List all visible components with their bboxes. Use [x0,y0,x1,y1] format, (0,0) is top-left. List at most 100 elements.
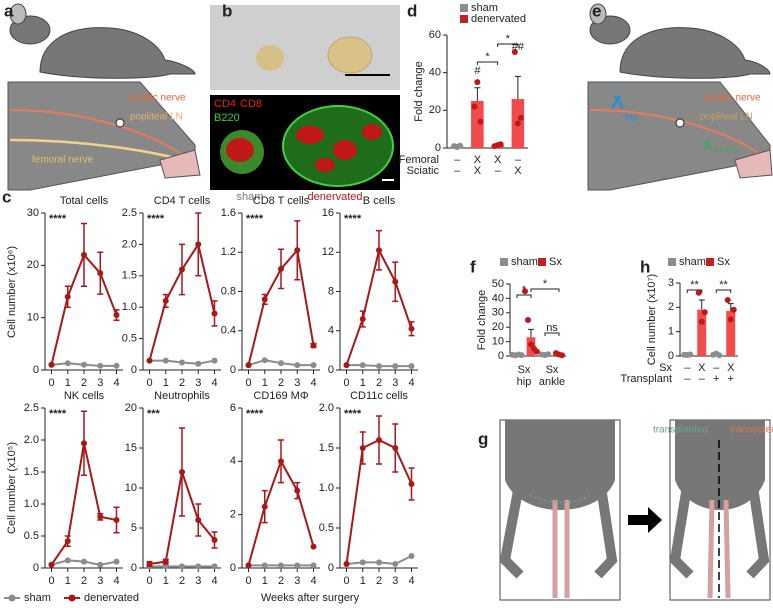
data-point [261,296,268,303]
significance: **** [344,408,362,420]
data-point [359,445,366,451]
significance-bracket [686,289,703,293]
y-tick-label: 0 [131,562,137,574]
significance: * [543,278,548,290]
y-tick-label: 8 [328,285,334,297]
y-tick-label: 20 [492,321,504,333]
x-tick-label: 0 [146,575,152,587]
data-point [310,543,317,550]
chart-title: Total cells [60,195,109,207]
y-tick-label: 40 [429,67,441,79]
data-point [211,310,218,317]
data-point [195,563,202,570]
condition-mark: – [454,165,461,177]
panel-letter: g [478,429,488,448]
x-tick-label: 4 [310,377,316,389]
data-point [392,278,399,285]
condition-mark: X [494,154,502,166]
data-point [517,114,524,121]
data-point [48,561,55,568]
x-tick-label: 3 [294,377,300,389]
x-tick-label: 2 [179,575,185,587]
y-tick-label: 1.5 [122,270,137,282]
y-tick-label: 3 [668,277,674,289]
data-point [113,312,120,319]
x-tick-label: 0 [245,377,251,389]
error-bar [514,75,521,100]
significance-bracket [497,43,519,47]
y-tick-label: 15 [125,442,137,454]
x-tick-label: 2 [278,377,284,389]
data-point [146,561,153,567]
y-tick-label: 30 [27,207,39,219]
y-tick-label: 0 [230,364,236,376]
y-tick-label: 4 [328,325,334,337]
y-tick-label: 0 [33,364,39,376]
data-point [518,352,525,359]
x-tick-label: 3 [294,575,300,587]
y-axis-label: Fold change [476,290,488,351]
data-point [343,362,350,369]
legend-label: sham [24,592,51,604]
data-point [97,270,104,277]
x-tick-label: 1 [360,575,366,587]
data-point [497,141,504,148]
data-point [162,357,169,364]
y-tick-label: 20 [27,259,39,271]
y-tick-label: 5 [131,522,137,534]
y-tick-label: 6 [230,402,236,414]
y-tick-label: 1.5 [319,442,334,454]
panel-letter: c [2,187,11,206]
y-tick-label: 30 [492,307,504,319]
data-point [716,352,723,359]
y-tick-label: 0 [668,350,674,362]
data-point [278,360,284,367]
y-tick-label: 0 [131,364,137,376]
illustration-label: popliteal LN [130,112,183,123]
y-tick-label: 1.2 [221,246,236,258]
x-tick-label: 2 [376,575,382,587]
group-label: Sx [546,364,559,376]
data-point [261,357,268,364]
legend-marker [8,594,16,602]
panel-letter: e [592,1,601,20]
data-point [477,118,484,125]
y-tick-label: 0.4 [221,325,236,337]
data-point [81,251,87,258]
data-point [392,445,399,451]
condition-mark: X [474,165,482,177]
condition-label: Sx [659,362,672,374]
data-point [294,562,301,569]
x-tick-label: 3 [195,377,201,389]
data-point [179,359,185,366]
data-point [376,437,382,443]
legend-label: denervated [84,592,139,604]
data-point [471,103,478,110]
y-tick-label: 12 [322,246,334,258]
x-tick-label: 1 [163,575,169,587]
illustration-label: transplanted [653,425,708,436]
bar [726,310,736,356]
group-label: sham [237,191,264,203]
data-point [343,561,350,567]
data-point [245,562,252,569]
significance: # [474,65,481,77]
x-tick-label: 3 [195,575,201,587]
significance-bracket [476,61,499,65]
y-tick-label: 2.0 [24,434,39,446]
data-point [113,517,120,523]
condition-label: Femoral [399,154,439,166]
data-point [408,325,415,332]
significance: * [485,51,490,63]
data-point [724,297,731,304]
condition-mark: – [713,362,720,374]
legend-swatch [538,258,546,266]
y-tick-label: 2.5 [122,207,137,219]
data-point [698,318,705,325]
legend-label: Sx [717,256,730,268]
panel-letter: b [222,1,232,20]
error-bar [698,299,705,310]
illustration-label: popliteal LN [700,112,753,123]
x-tick-label: 1 [163,377,169,389]
